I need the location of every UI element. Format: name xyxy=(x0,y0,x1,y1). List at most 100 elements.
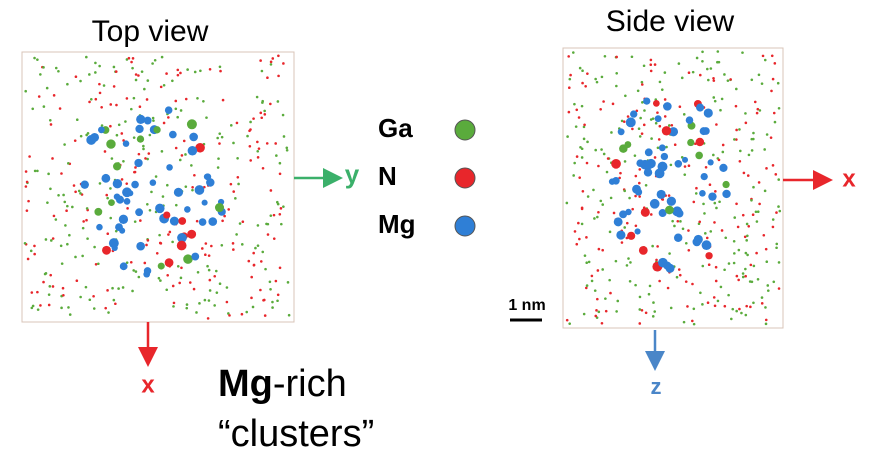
atom xyxy=(236,122,239,125)
atom xyxy=(658,258,668,268)
atom xyxy=(735,105,738,108)
atom xyxy=(88,101,91,104)
atom xyxy=(232,190,235,193)
atom xyxy=(764,306,767,309)
atom xyxy=(133,97,136,100)
atom xyxy=(717,50,720,53)
atom xyxy=(269,280,272,283)
atom xyxy=(189,133,198,142)
atom xyxy=(645,311,648,314)
atom xyxy=(60,244,63,247)
atom xyxy=(777,82,780,85)
atom xyxy=(740,312,743,315)
atom xyxy=(686,116,694,124)
atom xyxy=(596,81,599,84)
atom xyxy=(761,296,764,299)
atom xyxy=(723,268,726,271)
atom xyxy=(684,165,687,168)
atom xyxy=(241,313,244,316)
atom xyxy=(764,190,767,193)
atom xyxy=(283,135,286,138)
atom xyxy=(146,98,149,101)
atom xyxy=(627,232,635,240)
atom xyxy=(88,298,91,301)
atom xyxy=(241,243,244,246)
atom xyxy=(174,100,177,103)
atom xyxy=(756,112,759,115)
atom xyxy=(60,172,63,175)
atom xyxy=(116,134,119,137)
atom xyxy=(195,185,205,195)
atom xyxy=(764,59,767,62)
atom xyxy=(261,70,264,73)
atom xyxy=(601,76,604,79)
atom xyxy=(27,258,30,261)
atom xyxy=(679,274,682,277)
atom xyxy=(43,105,46,108)
atom xyxy=(687,249,690,252)
atom xyxy=(637,89,640,92)
atom xyxy=(583,123,586,126)
atom xyxy=(727,294,730,297)
atom xyxy=(665,206,674,215)
atom xyxy=(678,268,681,271)
atom xyxy=(209,68,212,71)
atom xyxy=(222,99,225,102)
atom xyxy=(204,253,207,256)
atom xyxy=(701,60,704,63)
atom xyxy=(733,262,736,265)
atom xyxy=(724,305,727,308)
atom xyxy=(227,208,230,211)
atom xyxy=(735,310,738,313)
atom xyxy=(601,203,604,206)
atom xyxy=(586,284,589,287)
legend-label: N xyxy=(378,161,397,191)
atom xyxy=(151,62,154,65)
atom xyxy=(772,218,775,221)
atom xyxy=(181,154,184,157)
atom xyxy=(165,72,168,75)
atom xyxy=(762,234,765,237)
atom xyxy=(756,108,759,111)
atom xyxy=(36,58,39,61)
atom xyxy=(252,117,255,120)
atom xyxy=(209,279,212,282)
atom xyxy=(205,116,208,119)
atom xyxy=(713,221,716,224)
atom xyxy=(285,146,288,149)
atom xyxy=(639,296,642,299)
atom xyxy=(144,267,151,274)
atom xyxy=(104,150,107,153)
atom xyxy=(193,174,196,177)
atom xyxy=(644,168,652,176)
atom xyxy=(744,268,747,271)
atom xyxy=(81,180,89,188)
atom xyxy=(65,209,68,212)
atom xyxy=(194,71,197,74)
atom xyxy=(621,241,624,244)
atom xyxy=(264,268,267,271)
atom xyxy=(30,250,33,253)
atom xyxy=(144,117,152,125)
atom xyxy=(639,117,642,120)
atom xyxy=(122,286,125,289)
atom xyxy=(242,220,245,223)
atom xyxy=(98,65,101,68)
atom xyxy=(215,203,224,212)
atom xyxy=(766,284,769,287)
atom xyxy=(162,195,165,198)
atom xyxy=(762,55,765,58)
atom xyxy=(188,146,197,155)
atom xyxy=(167,233,170,236)
atom xyxy=(757,278,760,281)
atom xyxy=(288,314,291,317)
atom xyxy=(581,206,584,209)
atom xyxy=(156,252,159,255)
atom xyxy=(746,234,749,237)
atom xyxy=(713,296,716,299)
atom xyxy=(722,190,730,198)
atom xyxy=(750,199,753,202)
atom xyxy=(208,217,217,226)
atom xyxy=(774,173,777,176)
atom xyxy=(692,71,695,74)
